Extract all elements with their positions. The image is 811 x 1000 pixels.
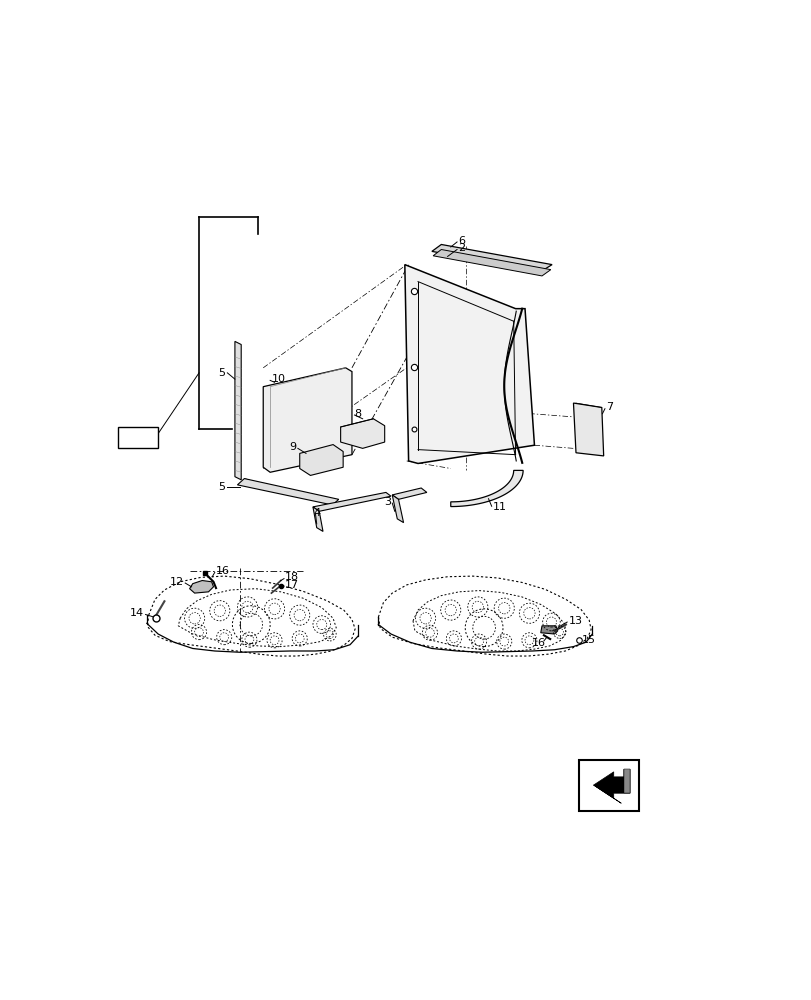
Text: 3: 3 xyxy=(384,497,391,507)
Text: 1: 1 xyxy=(134,431,142,444)
Polygon shape xyxy=(405,265,534,463)
Text: 15: 15 xyxy=(581,635,595,645)
Text: 4: 4 xyxy=(312,508,320,518)
Polygon shape xyxy=(623,769,629,793)
Polygon shape xyxy=(263,368,351,472)
Polygon shape xyxy=(237,479,338,505)
Polygon shape xyxy=(392,495,403,523)
Text: 13: 13 xyxy=(568,616,581,626)
Text: 14: 14 xyxy=(130,608,144,618)
Polygon shape xyxy=(432,250,550,276)
Polygon shape xyxy=(312,507,323,531)
Polygon shape xyxy=(540,626,557,634)
Text: 9: 9 xyxy=(289,442,296,452)
Text: 8: 8 xyxy=(354,409,361,419)
Text: 2: 2 xyxy=(457,243,465,253)
Polygon shape xyxy=(573,403,603,456)
Polygon shape xyxy=(593,785,620,803)
Text: 16: 16 xyxy=(216,566,230,576)
Polygon shape xyxy=(593,769,629,798)
Text: 5: 5 xyxy=(217,368,225,378)
Polygon shape xyxy=(234,341,241,480)
Text: 6: 6 xyxy=(457,236,465,246)
Text: 11: 11 xyxy=(492,502,506,512)
FancyBboxPatch shape xyxy=(577,760,638,811)
FancyBboxPatch shape xyxy=(118,427,157,448)
Polygon shape xyxy=(341,419,384,448)
Text: 16: 16 xyxy=(531,638,545,648)
Polygon shape xyxy=(450,470,522,507)
Text: 12: 12 xyxy=(169,577,184,587)
Polygon shape xyxy=(312,492,391,511)
Polygon shape xyxy=(392,488,427,499)
Polygon shape xyxy=(431,244,551,271)
Text: 10: 10 xyxy=(271,374,285,384)
Text: 7: 7 xyxy=(606,402,612,412)
Text: 17: 17 xyxy=(285,580,299,590)
Polygon shape xyxy=(190,581,213,593)
Text: 18: 18 xyxy=(285,572,299,582)
Polygon shape xyxy=(299,445,343,475)
Text: 5: 5 xyxy=(217,482,225,492)
